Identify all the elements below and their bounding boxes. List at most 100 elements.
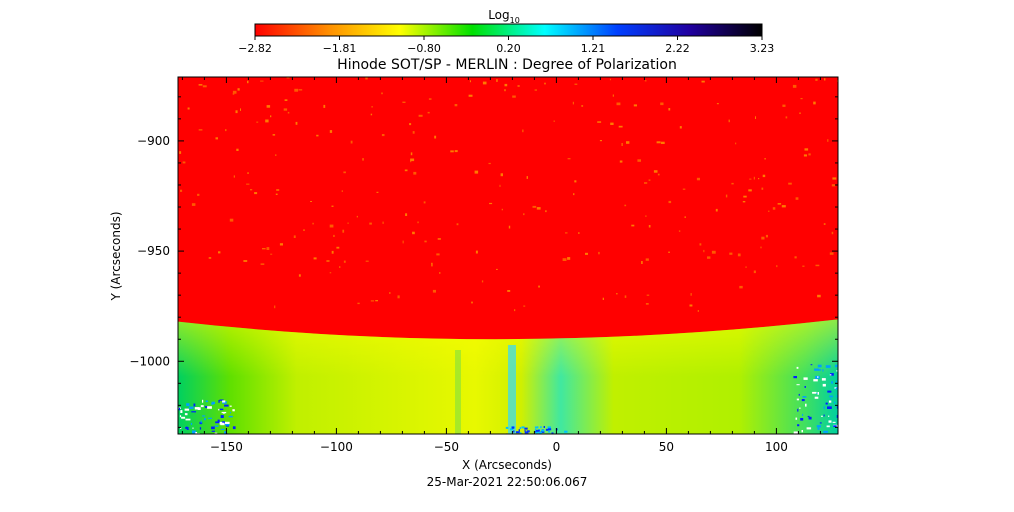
speckle — [831, 184, 836, 187]
speckle — [434, 135, 437, 139]
edge-pixel — [186, 403, 190, 407]
speckle — [668, 251, 670, 253]
speckle — [523, 213, 525, 216]
speckle — [286, 77, 290, 79]
edge-pixel — [194, 407, 200, 410]
speckle — [815, 264, 820, 267]
speckle — [621, 143, 623, 146]
edge-pixel — [524, 431, 529, 434]
speckle — [343, 260, 346, 263]
edge-pixel — [816, 392, 818, 394]
edge-pixel — [812, 391, 817, 394]
heatmap-image — [178, 77, 838, 434]
speckle — [553, 120, 555, 122]
speckle — [365, 77, 368, 80]
edge-pixel — [510, 428, 514, 431]
speckle — [381, 92, 383, 95]
speckle — [829, 252, 834, 255]
speckle — [827, 139, 829, 142]
speckle — [182, 161, 186, 164]
edge-pixel — [540, 430, 545, 433]
colorbar-tick-label: −1.81 — [323, 42, 357, 55]
edge-pixel — [178, 407, 181, 411]
speckle — [235, 110, 238, 114]
speckle — [237, 88, 240, 91]
edge-pixel — [229, 405, 232, 407]
speckle — [731, 182, 734, 185]
speckle — [792, 84, 797, 88]
edge-pixel — [821, 415, 823, 417]
speckle — [481, 280, 484, 283]
edge-pixel — [826, 425, 830, 428]
edge-pixel — [835, 387, 838, 390]
speckle — [454, 104, 458, 107]
speckle — [768, 210, 770, 212]
speckle — [645, 215, 647, 217]
speckle — [612, 94, 614, 97]
edge-pixel — [799, 407, 801, 409]
speckle — [294, 88, 299, 92]
edge-pixel — [516, 431, 520, 434]
speckle — [653, 170, 658, 173]
edge-pixel — [214, 425, 219, 427]
edge-pixel — [179, 415, 182, 418]
edge-pixel — [830, 373, 834, 376]
speckle — [254, 192, 258, 195]
edge-pixel — [184, 408, 190, 411]
edge-pixel — [825, 365, 831, 368]
edge-pixel — [835, 364, 837, 368]
speckle — [275, 154, 277, 156]
speckle — [753, 176, 755, 180]
speckle — [657, 173, 660, 176]
speckle — [585, 252, 588, 255]
speckle — [256, 121, 259, 123]
edge-pixel — [796, 366, 799, 369]
edge-pixel — [834, 401, 836, 404]
edge-pixel — [186, 428, 189, 430]
edge-pixel — [800, 418, 804, 421]
speckle — [795, 197, 799, 200]
speckle — [508, 225, 511, 229]
speckle — [764, 158, 766, 160]
speckle — [534, 89, 537, 91]
speckle — [260, 80, 264, 82]
speckle — [439, 272, 441, 274]
edge-pixel — [796, 398, 799, 401]
edge-pixel — [537, 426, 539, 429]
speckle — [298, 274, 301, 277]
edge-pixel — [211, 430, 215, 432]
edge-pixel — [793, 431, 798, 434]
speckle — [772, 207, 776, 210]
speckle — [777, 203, 782, 205]
speckle — [450, 150, 454, 153]
edge-pixel — [202, 415, 206, 417]
speckle — [538, 285, 540, 288]
edge-pixel — [821, 378, 826, 381]
speckle — [471, 301, 473, 304]
speckle — [803, 154, 807, 157]
edge-pixel — [832, 421, 836, 423]
speckle — [735, 142, 737, 145]
colorbar-ticks: −2.82 −1.81 −0.80 0.20 1.21 2.22 3.23 — [238, 36, 774, 55]
speckle — [699, 243, 702, 246]
speckle — [739, 285, 743, 289]
speckle — [240, 108, 241, 111]
speckle — [437, 238, 441, 240]
edge-pixel — [836, 370, 838, 372]
edge-pixel — [215, 421, 220, 424]
edge-pixel — [822, 383, 826, 387]
edge-pixel — [225, 423, 230, 426]
edge-pixel — [230, 412, 231, 414]
colorbar-tick-label: 3.23 — [750, 42, 775, 55]
speckle — [668, 200, 672, 204]
speckle — [381, 134, 385, 137]
speckle — [336, 246, 340, 249]
edge-pixel — [797, 424, 800, 427]
speckle — [331, 250, 334, 254]
speckle — [526, 176, 528, 179]
bright-column — [508, 345, 516, 434]
speckle — [660, 102, 664, 106]
speckle — [728, 119, 730, 123]
speckle — [405, 213, 408, 216]
speckle — [266, 247, 270, 250]
